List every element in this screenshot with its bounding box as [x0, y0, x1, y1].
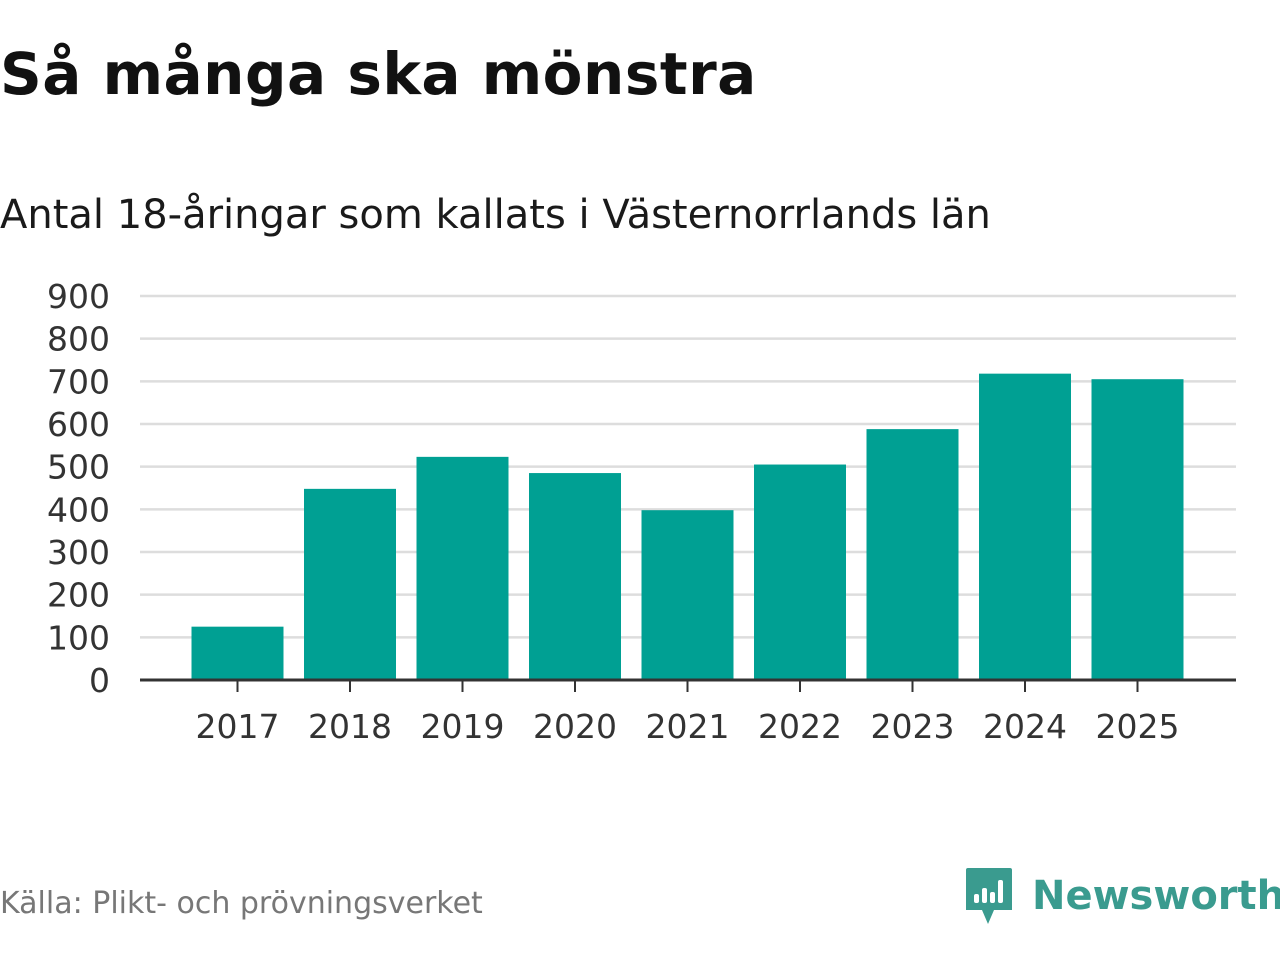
bar-2017: [191, 626, 284, 680]
y-tick-label: 200: [47, 576, 110, 615]
x-tick-label: 2019: [421, 707, 505, 746]
chart-subtitle: Antal 18-åringar som kallats i Västernor…: [0, 192, 991, 238]
y-tick-label: 500: [47, 448, 110, 487]
bar-2020: [529, 473, 621, 680]
x-axis-ticks: 2017 2018 2019 2020 2021 2022 2023 2024 2025: [196, 707, 1180, 746]
y-tick-label: 800: [47, 320, 110, 359]
brand-logo: Newsworthy: [964, 864, 1280, 928]
x-tick-label: 2020: [533, 707, 617, 746]
bar-2023: [866, 429, 959, 680]
x-tick-label: 2018: [308, 707, 392, 746]
x-axis: [140, 678, 1236, 692]
bar-2021: [641, 510, 734, 680]
y-tick-label: 600: [47, 405, 110, 444]
brand-name: Newsworthy: [1032, 873, 1280, 919]
bar-2024: [979, 373, 1071, 680]
y-tick-label: 0: [89, 661, 110, 700]
x-tick-label: 2025: [1096, 707, 1180, 746]
bar-2018: [304, 488, 396, 680]
x-tick-label: 2017: [196, 707, 280, 746]
chart-title: Så många ska mönstra: [0, 40, 757, 108]
bar-2022: [754, 464, 846, 680]
y-tick-label: 700: [47, 362, 110, 401]
x-tick-label: 2024: [983, 707, 1067, 746]
y-tick-label: 900: [47, 277, 110, 316]
y-tick-label: 300: [47, 533, 110, 572]
bar-2019: [416, 456, 509, 680]
y-tick-label: 100: [47, 618, 110, 657]
newsworthy-logo-icon: [966, 868, 1012, 924]
bar-2025: [1091, 379, 1184, 680]
bars: [191, 373, 1184, 680]
x-tick-label: 2021: [646, 707, 730, 746]
x-tick-label: 2023: [871, 707, 955, 746]
x-tick-label: 2022: [758, 707, 842, 746]
y-tick-label: 400: [47, 490, 110, 529]
source-note: Källa: Plikt- och prövningsverket: [0, 886, 483, 921]
